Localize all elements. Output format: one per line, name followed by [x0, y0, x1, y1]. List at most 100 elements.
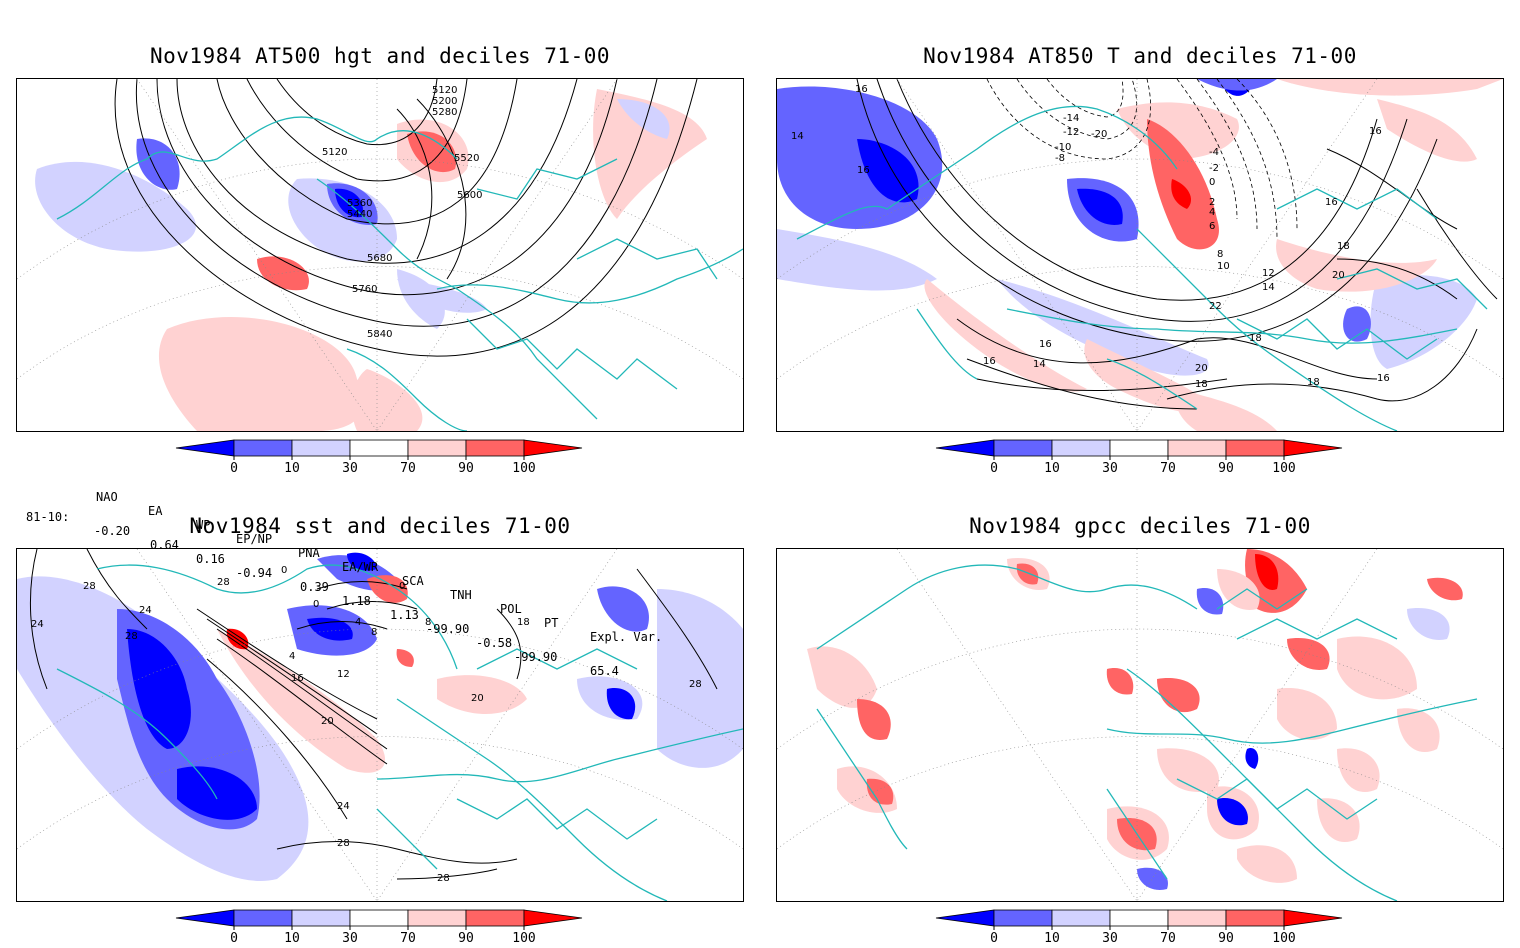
svg-text:10: 10 — [1217, 261, 1230, 272]
colorbar-tick-label: 100 — [512, 931, 535, 946]
svg-text:-12: -12 — [1063, 127, 1079, 138]
svg-text:-14: -14 — [1063, 113, 1079, 124]
index-value: -99.90 — [426, 622, 470, 636]
colorbar-segment — [1051, 909, 1111, 927]
colorbar-tick-label: 30 — [1102, 461, 1118, 476]
index-row-label: 81-10: — [26, 510, 70, 524]
colorbar-tick-label: 0 — [990, 461, 998, 476]
index-header: EA — [148, 504, 163, 518]
svg-text:28: 28 — [125, 631, 138, 642]
svg-text:20: 20 — [321, 716, 334, 727]
svg-text:24: 24 — [31, 619, 44, 630]
svg-text:5600: 5600 — [457, 190, 482, 201]
svg-text:8: 8 — [425, 617, 431, 628]
colorbar-arrow-high — [1283, 439, 1343, 457]
colorbar-tick-label: 0 — [230, 461, 238, 476]
svg-text:5520: 5520 — [454, 153, 479, 164]
colorbar-tick-label: 100 — [1272, 461, 1295, 476]
svg-text:-4: -4 — [1209, 147, 1219, 158]
index-header: WP — [196, 518, 211, 532]
coastlines — [56, 116, 743, 431]
svg-text:24: 24 — [337, 801, 350, 812]
colorbar-tick-label: 30 — [342, 931, 358, 946]
colorbar-tick-label: 30 — [342, 461, 358, 476]
colorbar-segment — [233, 439, 293, 457]
svg-text:6: 6 — [1209, 221, 1215, 232]
svg-text:16: 16 — [291, 673, 304, 684]
temperature-contours — [856, 79, 1498, 410]
colorbar-tick-label: 90 — [1218, 461, 1234, 476]
index-value: 1.13 — [390, 608, 419, 622]
colorbar-segment — [1167, 439, 1227, 457]
colorbar-segment — [233, 909, 293, 927]
sst-contours — [29, 549, 718, 880]
svg-text:2: 2 — [1209, 197, 1215, 208]
colorbar-sst: 0 10 30 70 90 100 — [175, 908, 596, 948]
svg-text:5840: 5840 — [367, 329, 392, 340]
index-header: PNA — [298, 546, 320, 560]
svg-text:20: 20 — [1332, 270, 1345, 281]
svg-text:18: 18 — [1195, 379, 1208, 390]
index-value: 0.64 — [150, 538, 179, 552]
svg-text:5440: 5440 — [347, 209, 372, 220]
colorbar-arrow-high — [523, 909, 583, 927]
svg-text:22: 22 — [1209, 301, 1222, 312]
svg-text:5760: 5760 — [352, 284, 377, 295]
svg-text:8: 8 — [1217, 249, 1223, 260]
svg-text:20: 20 — [471, 693, 484, 704]
decile-shading — [777, 79, 1503, 431]
colorbar-segment — [349, 439, 409, 457]
index-header: POL — [500, 602, 522, 616]
svg-text:16: 16 — [855, 84, 868, 95]
index-value: 0.16 — [196, 552, 225, 566]
colorbar-segment — [1109, 439, 1169, 457]
lat-lon-grid — [17, 549, 743, 901]
svg-text:28: 28 — [689, 679, 702, 690]
colorbar-tick-label: 10 — [1044, 461, 1060, 476]
lat-lon-grid — [777, 79, 1503, 431]
panel-title-t850: Nov1984 AT850 T and deciles 71-00 — [923, 44, 1357, 68]
svg-text:8: 8 — [371, 627, 377, 638]
index-value: 65.4 — [590, 664, 619, 678]
svg-text:5200: 5200 — [432, 96, 457, 107]
svg-text:16: 16 — [857, 165, 870, 176]
index-value: -0.20 — [94, 524, 131, 538]
svg-text:16: 16 — [1369, 126, 1382, 137]
colorbar-segment — [291, 909, 351, 927]
colorbar-arrow-high — [1283, 909, 1343, 927]
svg-text:18: 18 — [1249, 333, 1262, 344]
svg-text:4: 4 — [289, 651, 295, 662]
panel-title-sst: Nov1984 sst and deciles 71-00 — [189, 514, 571, 538]
svg-text:28: 28 — [437, 873, 450, 884]
contour-labels: 5120 5120 5200 5280 5520 5600 5360 5440 … — [322, 85, 482, 340]
colorbar-tick-label: 70 — [1160, 461, 1176, 476]
colorbar-arrow-low — [175, 439, 235, 457]
map-panel-t850: 16 14 16 16 -20 -14 -12 -10 -8 -4 -2 0 2… — [776, 78, 1504, 432]
svg-text:16: 16 — [1325, 197, 1338, 208]
colorbar-tick-label: 100 — [512, 461, 535, 476]
index-value: -99.90 — [514, 650, 558, 664]
index-value: -0.94 — [236, 566, 273, 580]
index-value: 1.18 — [342, 594, 371, 608]
lat-lon-grid — [17, 79, 743, 431]
index-header: Expl. Var. — [590, 630, 663, 644]
colorbar-t850: 0 10 30 70 90 100 — [935, 438, 1356, 478]
svg-text:5280: 5280 — [432, 107, 457, 118]
colorbar-tick-label: 90 — [458, 461, 474, 476]
colorbar-segment — [291, 439, 351, 457]
svg-text:16: 16 — [1377, 373, 1390, 384]
colorbar-tick-label: 90 — [458, 931, 474, 946]
map-panel-hgt500: 5120 5120 5200 5280 5520 5600 5360 5440 … — [16, 78, 744, 432]
index-value: -0.58 — [476, 636, 513, 650]
colorbar-tick-label: 0 — [230, 931, 238, 946]
svg-text:-8: -8 — [1055, 153, 1065, 164]
colorbar-tick-label: 70 — [1160, 931, 1176, 946]
svg-text:12: 12 — [1262, 268, 1275, 279]
colorbar-gpcc: 0 10 30 70 90 100 — [935, 908, 1356, 948]
colorbar-segment — [407, 909, 467, 927]
svg-text:28: 28 — [217, 577, 230, 588]
svg-text:5120: 5120 — [322, 147, 347, 158]
colorbar-segment — [407, 439, 467, 457]
contour-labels: 28 24 28 24 0 0 0 4 8 4 12 16 20 24 28 2… — [31, 565, 702, 884]
colorbar-segment — [1109, 909, 1169, 927]
